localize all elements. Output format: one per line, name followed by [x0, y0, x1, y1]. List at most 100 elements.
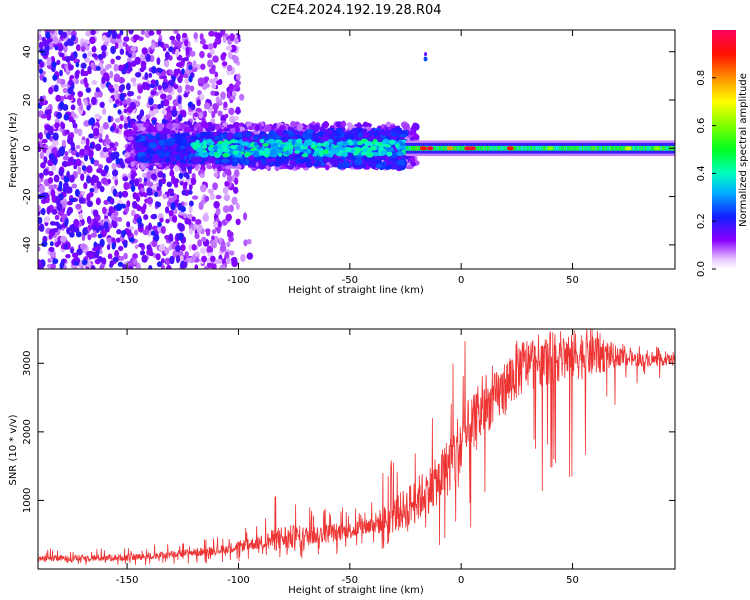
- spectrum-cell: [336, 128, 344, 135]
- spectrum-cell: [173, 30, 179, 35]
- spectrum-cell: [56, 77, 62, 84]
- spectrum-cell: [48, 246, 55, 253]
- spectrum-cell: [85, 57, 90, 63]
- spectrum-cell: [156, 186, 162, 191]
- spectrum-cell: [155, 79, 159, 87]
- spectrum-cell: [214, 71, 219, 78]
- spectrum-cell: [97, 256, 103, 263]
- spectrum-cell: [114, 141, 119, 147]
- spectrum-cell: [231, 259, 238, 268]
- spectrum-cell: [61, 31, 68, 39]
- spectrum-cell: [54, 122, 60, 129]
- spectrum-cell: [62, 87, 69, 94]
- spectrum-cell: [322, 121, 329, 129]
- spectrum-cell: [54, 45, 59, 51]
- spectrum-cell: [194, 218, 202, 225]
- spectrum-cell: [160, 258, 165, 264]
- spectrum-cell: [205, 228, 211, 237]
- spectrum-cell: [232, 150, 239, 155]
- spectrum-cell: [294, 145, 301, 151]
- spectrum-cell: [91, 224, 97, 231]
- spectrum-cell: [362, 121, 369, 128]
- spectrum-cell: [177, 113, 183, 122]
- spectrum-cell: [51, 165, 57, 171]
- spectrum-cell: [196, 99, 201, 107]
- spectrum-cell: [189, 50, 196, 57]
- spectrum-cell: [51, 209, 58, 215]
- spectrum-cell: [98, 249, 103, 255]
- spectrum-cell: [134, 71, 142, 78]
- spectrum-cell: [41, 240, 48, 247]
- spectrum-cell: [331, 147, 340, 154]
- spectrum-cell: [47, 125, 54, 134]
- spectrum-cell: [60, 235, 67, 243]
- spectrum-cell: [98, 90, 103, 98]
- spectrum-cell: [83, 154, 89, 162]
- spectrum-cell: [150, 79, 156, 85]
- spectrum-cell: [193, 112, 199, 117]
- spectrum-cell: [180, 206, 186, 213]
- spectrum-cell: [38, 216, 43, 224]
- spectrum-cell: [70, 248, 74, 254]
- spectrum-cell: [132, 125, 138, 133]
- spectrum-cell: [224, 164, 233, 170]
- spectrum-cell: [388, 139, 396, 145]
- spectrum-cell: [41, 138, 48, 144]
- spectrum-cell: [115, 55, 122, 61]
- spectrum-cell: [224, 169, 231, 175]
- spectrum-cell: [68, 231, 75, 237]
- spectrum-cell: [200, 247, 207, 255]
- spectrum-cell: [328, 147, 332, 152]
- spectrum-cell: [86, 200, 94, 208]
- spectrum-cell: [58, 183, 63, 191]
- spectrum-cell: [97, 132, 103, 140]
- spectrum-cell: [115, 237, 121, 243]
- spectrum-cell: [222, 205, 230, 214]
- spectrum-cell: [177, 95, 182, 105]
- spectrum-cell: [154, 191, 159, 198]
- spectrum-cell: [137, 85, 144, 94]
- spectrum-cell: [101, 107, 107, 115]
- spectrum-cell: [97, 225, 105, 231]
- spectrum-cell: [183, 261, 188, 269]
- spectrum-cell: [262, 143, 269, 147]
- spectrum-cell: [181, 189, 187, 196]
- spectrum-cell: [65, 129, 70, 135]
- spectrum-cell: [162, 193, 168, 200]
- spectrum-cell: [131, 51, 137, 59]
- spectrum-cell: [183, 92, 189, 98]
- spectrum-cell: [119, 30, 124, 36]
- spectrum-cell: [49, 241, 54, 247]
- spectrum-cell: [132, 200, 138, 209]
- spectrum-cell: [192, 66, 198, 73]
- spectrum-cell: [89, 36, 96, 45]
- spectrum-cell: [210, 124, 216, 131]
- spectrum-cell: [123, 108, 128, 114]
- spectrum-cell: [134, 56, 141, 65]
- spectrum-cell: [361, 128, 368, 133]
- spectrum-cell: [175, 33, 181, 42]
- spectrum-cell: [175, 145, 181, 153]
- spectrum-cell: [409, 130, 415, 136]
- spectrum-cell: [386, 151, 393, 157]
- spectrum-cell: [79, 148, 86, 156]
- spectrum-cell: [65, 30, 73, 36]
- spectrogram-marks: [38, 30, 675, 269]
- spectrum-cell: [226, 241, 231, 248]
- spectrum-cell: [39, 151, 45, 160]
- spectrum-cell: [58, 168, 64, 177]
- spectrum-cell: [132, 34, 140, 41]
- spectrum-cell: [148, 251, 154, 257]
- spectrum-cell: [196, 224, 203, 231]
- spectrum-cell: [85, 137, 90, 146]
- spectrum-cell: [107, 115, 112, 123]
- spectrum-cell: [171, 109, 178, 118]
- spectrum-cell: [47, 177, 54, 184]
- spectrum-cell: [385, 160, 393, 165]
- spectrum-cell: [225, 213, 232, 222]
- spectrum-cell: [213, 220, 219, 228]
- spectrum-cell: [169, 255, 175, 265]
- spectrum-cell: [139, 67, 145, 73]
- spectrum-cell: [123, 36, 130, 42]
- spectrum-cell: [178, 122, 187, 130]
